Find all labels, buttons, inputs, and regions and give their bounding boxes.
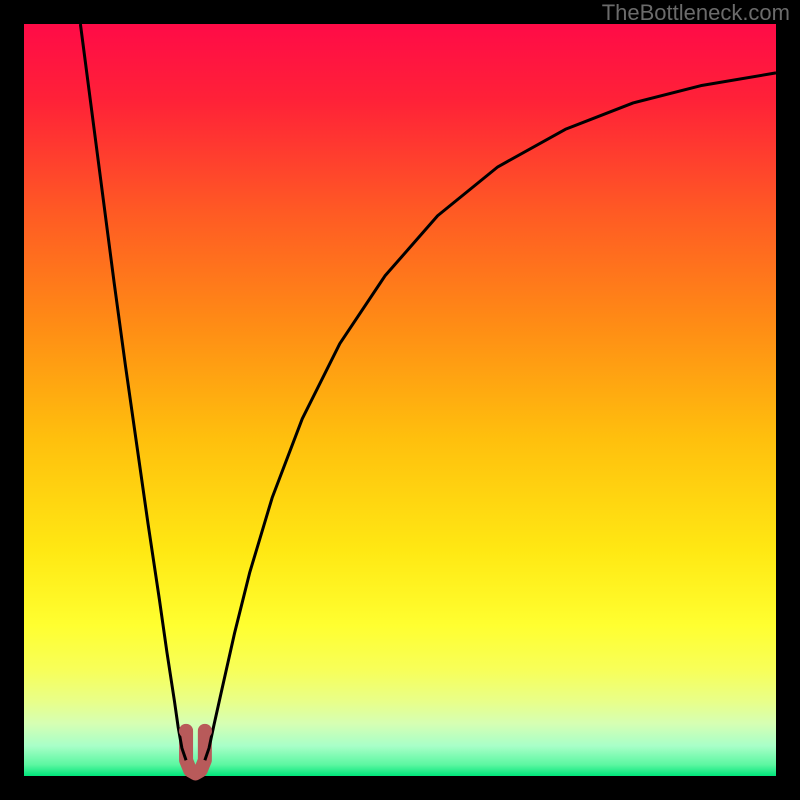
cusp-top-left-marker (179, 724, 193, 738)
curve-right-branch (205, 73, 776, 760)
bottleneck-curve (0, 0, 800, 800)
watermark-text: TheBottleneck.com (602, 0, 790, 26)
cusp-top-right-marker (198, 724, 212, 738)
curve-left-branch (80, 24, 186, 760)
figure-container: TheBottleneck.com (0, 0, 800, 800)
